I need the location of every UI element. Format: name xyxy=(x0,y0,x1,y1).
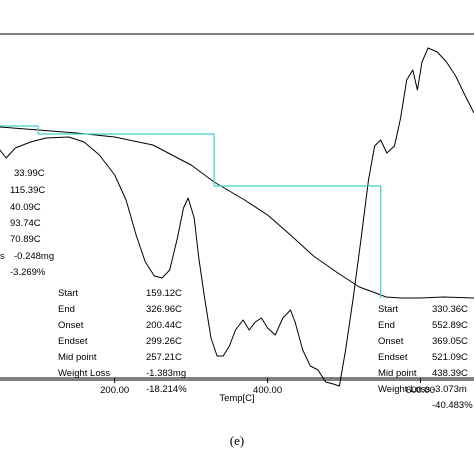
ann1-weightloss-value: -0.248mg xyxy=(14,251,54,262)
ann3-onset-label: Onset xyxy=(378,336,404,347)
x-axis-ticks: 200.00 400.00 600.00 xyxy=(100,378,435,396)
ann2-end-value: 326.96C xyxy=(146,304,182,315)
ann3-start-value: 330.36C xyxy=(432,304,468,315)
x-tick-label: 200.00 xyxy=(100,385,129,396)
tga-weight-line xyxy=(0,126,474,299)
ann3-endset-value: 521.09C xyxy=(432,352,468,363)
ann2-endset-label: Endset xyxy=(58,336,88,347)
ann2-midpoint-label: Mid point xyxy=(58,352,97,363)
ann3-weightloss-label: Weight Loss xyxy=(378,384,430,395)
series-layer xyxy=(0,47,474,387)
ann1-start-value: 33.99C xyxy=(14,168,45,179)
ann3-end-label: End xyxy=(378,320,395,331)
ann2-weightloss-label: Weight Loss xyxy=(58,368,110,379)
x-tick-label: 600.00 xyxy=(406,385,435,396)
ann2-start-value: 159.12C xyxy=(146,288,182,299)
annotation-block-2: Start 159.12C End 326.96C Onset 200.44C … xyxy=(58,288,187,395)
plot-frame xyxy=(0,33,474,381)
ann2-percent-value: -18.214% xyxy=(146,384,187,395)
ann3-onset-value: 369.05C xyxy=(432,336,468,347)
ann1-end-value: 115.39C xyxy=(10,185,45,196)
ann3-midpoint-value: 438.39C xyxy=(432,368,468,379)
ann2-midpoint-value: 257.21C xyxy=(146,352,182,363)
ann1-percent-value: -3.269% xyxy=(10,267,46,278)
dta-line xyxy=(0,47,474,387)
ann3-midpoint-label: Mid point xyxy=(378,368,417,379)
ann2-onset-label: Onset xyxy=(58,320,84,331)
annotation-block-1: 33.99C 115.39C 40.09C 93.74C 70.89C oss … xyxy=(0,168,54,278)
ann2-weightloss-value: -1.383mg xyxy=(146,368,186,379)
figure-caption: (e) xyxy=(229,433,245,448)
ann2-start-label: Start xyxy=(58,288,78,299)
ann1-midpoint-value: 70.89C xyxy=(10,234,41,245)
ann3-percent-value: -40.483% xyxy=(432,400,473,411)
ann2-onset-value: 200.44C xyxy=(146,320,182,331)
ann1-endset-value: 93.74C xyxy=(10,218,41,229)
ann3-start-label: Start xyxy=(378,304,398,315)
ann1-onset-value: 40.09C xyxy=(10,202,41,213)
ann3-end-value: 552.89C xyxy=(432,320,468,331)
annotation-block-3: Start 330.36C End 552.89C Onset 369.05C … xyxy=(378,304,473,411)
step-construction-line xyxy=(0,125,382,298)
ann2-endset-value: 299.26C xyxy=(146,336,182,347)
ann3-endset-label: Endset xyxy=(378,352,408,363)
x-axis-label: Temp[C] xyxy=(219,393,254,404)
ann3-weightloss-value: -3.073m xyxy=(432,384,467,395)
x-tick-label: 400.00 xyxy=(253,385,282,396)
ann2-end-label: End xyxy=(58,304,75,315)
ann1-weightloss-label: oss xyxy=(0,251,5,262)
